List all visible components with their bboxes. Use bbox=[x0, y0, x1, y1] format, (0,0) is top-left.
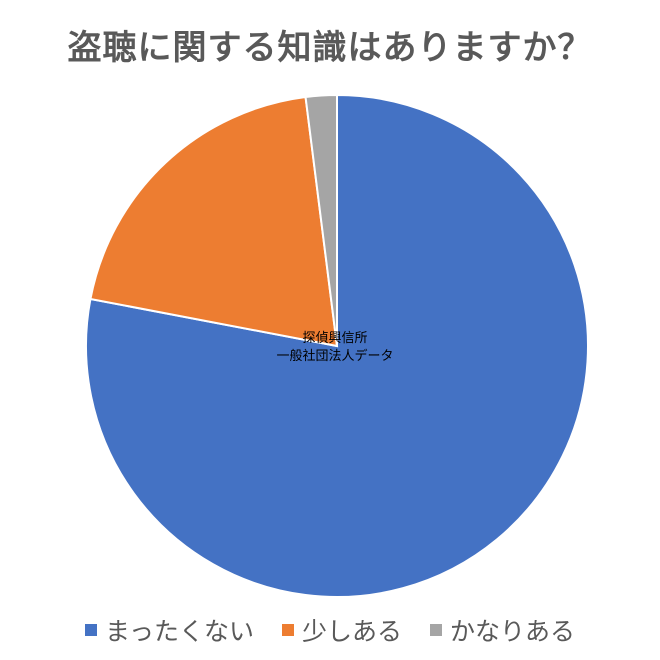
legend-label-some: 少しある bbox=[301, 617, 402, 646]
pie-slice-much bbox=[304, 93, 338, 347]
chart-annotation: 探偵興信所 一般社団法人データ bbox=[230, 330, 440, 366]
legend-swatch-much bbox=[430, 624, 442, 636]
legend-item-some: 少しある bbox=[281, 612, 402, 648]
legend-swatch-some bbox=[281, 624, 294, 636]
legend-label-none: まったくない bbox=[104, 617, 254, 646]
annotation-line-1: 探偵興信所 bbox=[302, 331, 368, 346]
legend-item-much: かなりある bbox=[430, 612, 575, 648]
legend-item-none: まったくない bbox=[84, 612, 254, 648]
pie-slice-some bbox=[89, 95, 339, 348]
legend-label-much: かなりある bbox=[450, 617, 576, 646]
chart-legend: まったくない 少しある かなりある bbox=[0, 612, 660, 648]
legend-swatch-none bbox=[84, 624, 97, 636]
chart-title: 盗聴に関する知識はありますか？ bbox=[67, 28, 593, 68]
annotation-line-2: 一般社団法人データ bbox=[276, 349, 394, 364]
